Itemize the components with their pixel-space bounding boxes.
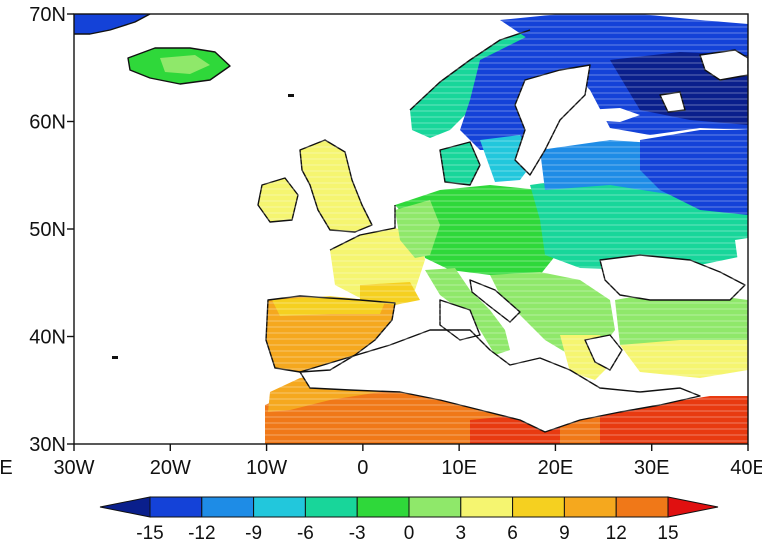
map-field	[74, 14, 748, 444]
x-tick-label: 10E	[441, 457, 477, 479]
colorbar-extend-high	[667, 496, 719, 518]
x-tick-label: 40E	[730, 457, 762, 479]
colorbar-tick-label: 0	[404, 523, 415, 544]
y-tick-label: 50N	[29, 219, 66, 241]
colorbar-segment	[460, 496, 514, 518]
x-tick-label: 10W	[246, 457, 287, 479]
colorbar-tick-label: 6	[507, 523, 518, 544]
colorbar-segment	[201, 496, 255, 518]
region-greenland-tip	[74, 14, 150, 34]
colorbar-segment	[408, 496, 462, 518]
x-tick-label-edge-fragment: E	[0, 457, 13, 479]
colorbar-tick-label: -6	[297, 523, 314, 544]
colorbar-segment	[512, 496, 565, 518]
region-iceland-center	[160, 55, 210, 74]
island-dot	[112, 356, 118, 359]
colorbar-tick-label: -3	[349, 523, 366, 544]
colorbar-tick-label: 9	[559, 523, 570, 544]
colorbar-tick-label: -9	[245, 523, 262, 544]
y-axis: 70N 60N 50N 40N 30N	[29, 4, 74, 456]
colorbar-tick-label: 12	[606, 523, 627, 544]
x-tick-label: 20W	[150, 457, 191, 479]
colorbar-tick-label: 15	[657, 523, 678, 544]
colorbar-tick-label: -12	[188, 523, 215, 544]
x-tick-label: 0	[357, 457, 368, 479]
colorbar-tick-label: 3	[456, 523, 467, 544]
x-tick-label: 30W	[53, 457, 94, 479]
y-tick-label: 60N	[29, 112, 66, 134]
y-tick-label: 40N	[29, 327, 66, 349]
x-axis: 30W 20W 10W 0 10E 20E 30E 40E	[53, 444, 762, 479]
colorbar-segment	[356, 496, 410, 518]
colorbar-extend-low	[99, 496, 151, 518]
colorbar-segment	[304, 496, 358, 518]
colorbar-segment	[149, 496, 203, 518]
colorbar-segment	[563, 496, 617, 518]
colorbar: -15 -12 -9 -6 -3 0 3 6 9 12 15	[99, 496, 719, 544]
island-dot	[288, 94, 294, 97]
colorbar-segment	[253, 496, 306, 518]
hatching-overlay	[260, 14, 748, 444]
y-tick-label: 30N	[29, 434, 66, 456]
colorbar-segment	[615, 496, 669, 518]
colorbar-tick-label: -15	[136, 523, 163, 544]
x-tick-label: 30E	[634, 457, 670, 479]
y-tick-label: 70N	[29, 4, 66, 26]
x-tick-label: 20E	[538, 457, 574, 479]
